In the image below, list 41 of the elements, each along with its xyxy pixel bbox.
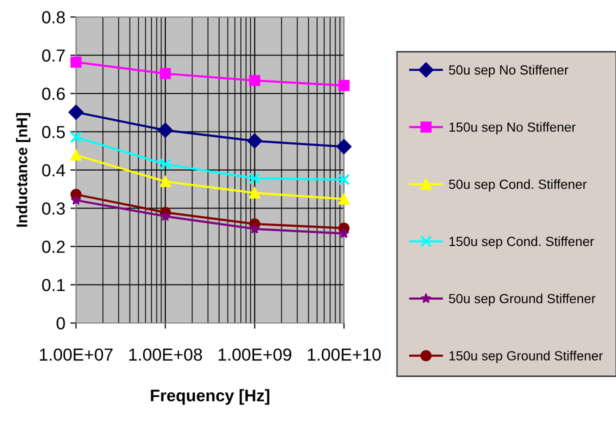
point: [159, 158, 172, 170]
x-tick-label: 1.00E+07: [40, 348, 113, 361]
legend-label: 50u sep Cond. Stiffener: [448, 179, 587, 192]
point: [338, 174, 350, 186]
legend-label: 50u sep Ground Stiffener: [448, 294, 596, 306]
point: [68, 104, 84, 120]
x-tick-label: 1.00E+10: [308, 348, 381, 361]
y-tick-label: 0.3: [42, 202, 65, 215]
point: [160, 210, 171, 221]
point: [336, 139, 352, 154]
point: [249, 187, 260, 199]
x-axis-title: Frequency [Hz]: [150, 389, 270, 405]
point: [248, 172, 261, 184]
y-tick-label: 0.1: [42, 278, 65, 292]
legend-label: 150u sep Ground Stiffener: [449, 350, 603, 364]
point: [160, 176, 171, 188]
y-tick-label: 0.4: [42, 164, 66, 176]
point: [70, 194, 82, 205]
point: [70, 56, 82, 68]
y-tick-label: 0.7: [42, 49, 65, 62]
point: [160, 68, 171, 80]
point: [247, 133, 262, 148]
point: [70, 131, 82, 144]
x-tick-label: 1.00E+08: [129, 348, 202, 361]
x-tick-label: 1.00E+09: [218, 348, 292, 361]
point: [338, 228, 350, 238]
y-tick-label: 0.6: [42, 88, 65, 100]
legend-label: 150u sep No Stiffener: [449, 122, 576, 134]
point: [338, 194, 350, 205]
legend-label: 150u sep Cond. Stiffener: [449, 236, 594, 249]
point: [338, 80, 350, 92]
y-tick-label: 0.2: [42, 240, 65, 253]
point: [249, 223, 260, 234]
point: [249, 74, 260, 86]
point: [70, 150, 82, 161]
y-axis-title: Inductance [nH]: [16, 113, 30, 227]
legend-label: 50u sep No Stiffener: [448, 64, 568, 78]
y-tick-label: 0.5: [42, 126, 65, 138]
y-tick-label: 0.8: [42, 11, 65, 24]
y-tick-label: 0: [56, 317, 65, 330]
point: [158, 122, 173, 138]
